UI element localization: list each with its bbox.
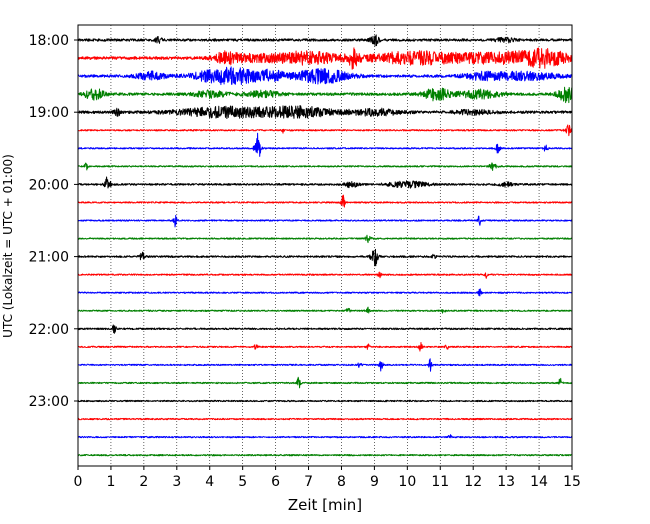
trace-1830: [77, 66, 573, 86]
trace-2200: [77, 324, 573, 334]
trace-1800: [77, 34, 573, 47]
y-tick-label-23:00: 23:00: [29, 394, 69, 410]
y-tick-label-21:00: 21:00: [29, 250, 69, 266]
y-tick-layer: 18:00 19:00 20:00 21:00 22:00 23:00: [29, 33, 78, 410]
trace-1945: [77, 162, 573, 171]
x-tick-label-14: 14: [530, 474, 548, 490]
x-tick-layer: 0 1 2 3 4 5 6 7 8 9 10 11 12 13 14 15: [74, 466, 581, 490]
x-tick-label-8: 8: [337, 474, 346, 490]
trace-2100: [77, 248, 573, 267]
x-tick-label-4: 4: [205, 474, 214, 490]
trace-2215: [77, 342, 573, 352]
trace-2245: [77, 376, 573, 389]
x-tick-label-2: 2: [139, 474, 148, 490]
y-tick-label-22:00: 22:00: [29, 322, 69, 338]
trace-2015: [77, 194, 573, 208]
grid-layer: [110, 25, 540, 466]
x-tick-label-13: 13: [497, 474, 515, 490]
x-tick-label-12: 12: [464, 474, 482, 490]
x-tick-label-5: 5: [238, 474, 247, 490]
x-tick-label-9: 9: [370, 474, 379, 490]
trace-1915: [77, 124, 573, 137]
trace-1815: [77, 47, 573, 70]
trace-1845: [77, 86, 573, 104]
x-tick-label-7: 7: [304, 474, 313, 490]
x-tick-label-15: 15: [563, 474, 581, 490]
trace-2315: [77, 417, 573, 421]
y-axis-label: UTC (Lokalzeit = UTC + 01:00): [1, 154, 15, 338]
trace-2115: [77, 271, 573, 279]
trace-1900: [77, 105, 573, 120]
y-tick-label-18:00: 18:00: [29, 33, 69, 49]
x-tick-label-1: 1: [106, 474, 115, 490]
trace-2030: [77, 214, 573, 228]
trace-2145: [77, 306, 573, 314]
trace-2000: [77, 176, 573, 189]
trace-2230: [77, 358, 573, 372]
trace-2130: [77, 288, 573, 297]
x-tick-label-0: 0: [74, 474, 83, 490]
trace-layer: [77, 34, 573, 457]
y-tick-label-20:00: 20:00: [29, 177, 69, 193]
x-tick-label-3: 3: [172, 474, 181, 490]
trace-1930: [77, 132, 573, 157]
trace-2330: [77, 434, 573, 439]
x-axis-label: Zeit [min]: [288, 496, 362, 514]
y-tick-label-19:00: 19:00: [29, 105, 69, 121]
x-tick-label-6: 6: [271, 474, 280, 490]
x-tick-label-11: 11: [431, 474, 449, 490]
trace-2300: [77, 399, 573, 403]
trace-2045: [77, 234, 573, 244]
trace-2345: [77, 453, 573, 457]
x-tick-label-10: 10: [398, 474, 416, 490]
plot-frame: [77, 24, 573, 467]
